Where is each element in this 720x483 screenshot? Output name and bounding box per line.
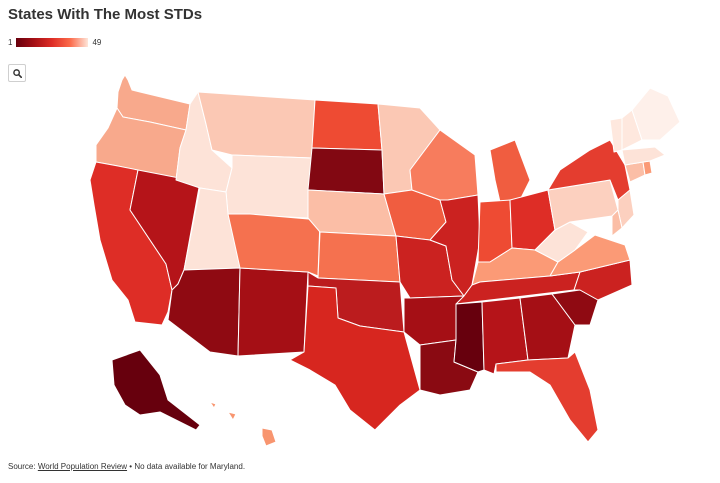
source-link[interactable]: World Population Review (37, 462, 128, 471)
state-hawaii[interactable] (209, 401, 277, 447)
legend-gradient-bar (16, 37, 89, 47)
legend-min-label: 1 (8, 37, 13, 47)
state-delaware[interactable] (611, 209, 623, 237)
state-texas[interactable] (289, 285, 421, 431)
state-arkansas[interactable] (403, 295, 465, 346)
zoom-search-button[interactable] (8, 64, 26, 82)
state-south-carolina[interactable] (551, 289, 599, 326)
state-south-dakota[interactable] (307, 147, 385, 195)
state-arizona[interactable] (167, 267, 241, 357)
chart-title: States With The Most STDs (8, 6, 203, 23)
source-note: Source: World Population Review • No dat… (8, 462, 245, 471)
state-alaska[interactable] (111, 349, 201, 431)
state-north-dakota[interactable] (311, 99, 383, 151)
source-prefix: Source: (8, 462, 36, 471)
state-new-jersey[interactable] (617, 189, 635, 229)
source-note-text: No data available for Maryland. (134, 462, 246, 471)
state-massachusetts[interactable] (621, 146, 666, 166)
state-montana[interactable] (197, 91, 316, 159)
state-georgia[interactable] (519, 293, 576, 361)
state-rhode-island[interactable] (642, 160, 653, 176)
state-nebraska[interactable] (307, 189, 397, 237)
state-mississippi[interactable] (453, 301, 485, 373)
state-new-mexico[interactable] (237, 267, 309, 357)
legend-max-label: 49 (92, 37, 102, 47)
state-florida[interactable] (495, 351, 599, 443)
state-maine[interactable] (631, 87, 681, 141)
state-colorado[interactable] (227, 213, 321, 277)
state-michigan[interactable] (489, 139, 531, 203)
state-kansas[interactable] (317, 231, 401, 283)
color-legend: 1 49 (8, 36, 101, 48)
search-icon (12, 68, 22, 78)
source-separator: • (129, 462, 133, 471)
state-wyoming[interactable] (225, 154, 313, 219)
